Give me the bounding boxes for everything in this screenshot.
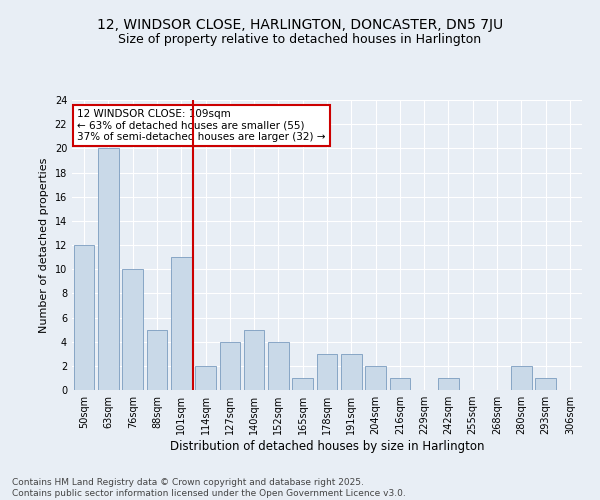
Bar	[438, 378, 459, 390]
Bar	[389, 378, 410, 390]
Bar	[268, 342, 289, 390]
Bar	[535, 378, 556, 390]
Bar	[220, 342, 240, 390]
X-axis label: Distribution of detached houses by size in Harlington: Distribution of detached houses by size …	[170, 440, 484, 453]
Bar	[74, 245, 94, 390]
Bar	[171, 257, 191, 390]
Bar	[244, 330, 265, 390]
Bar	[341, 354, 362, 390]
Text: Size of property relative to detached houses in Harlington: Size of property relative to detached ho…	[118, 32, 482, 46]
Bar	[365, 366, 386, 390]
Bar	[98, 148, 119, 390]
Bar	[146, 330, 167, 390]
Bar	[511, 366, 532, 390]
Bar	[292, 378, 313, 390]
Bar	[122, 269, 143, 390]
Bar	[317, 354, 337, 390]
Text: 12 WINDSOR CLOSE: 109sqm
← 63% of detached houses are smaller (55)
37% of semi-d: 12 WINDSOR CLOSE: 109sqm ← 63% of detach…	[77, 108, 326, 142]
Bar	[195, 366, 216, 390]
Y-axis label: Number of detached properties: Number of detached properties	[39, 158, 49, 332]
Text: 12, WINDSOR CLOSE, HARLINGTON, DONCASTER, DN5 7JU: 12, WINDSOR CLOSE, HARLINGTON, DONCASTER…	[97, 18, 503, 32]
Text: Contains HM Land Registry data © Crown copyright and database right 2025.
Contai: Contains HM Land Registry data © Crown c…	[12, 478, 406, 498]
